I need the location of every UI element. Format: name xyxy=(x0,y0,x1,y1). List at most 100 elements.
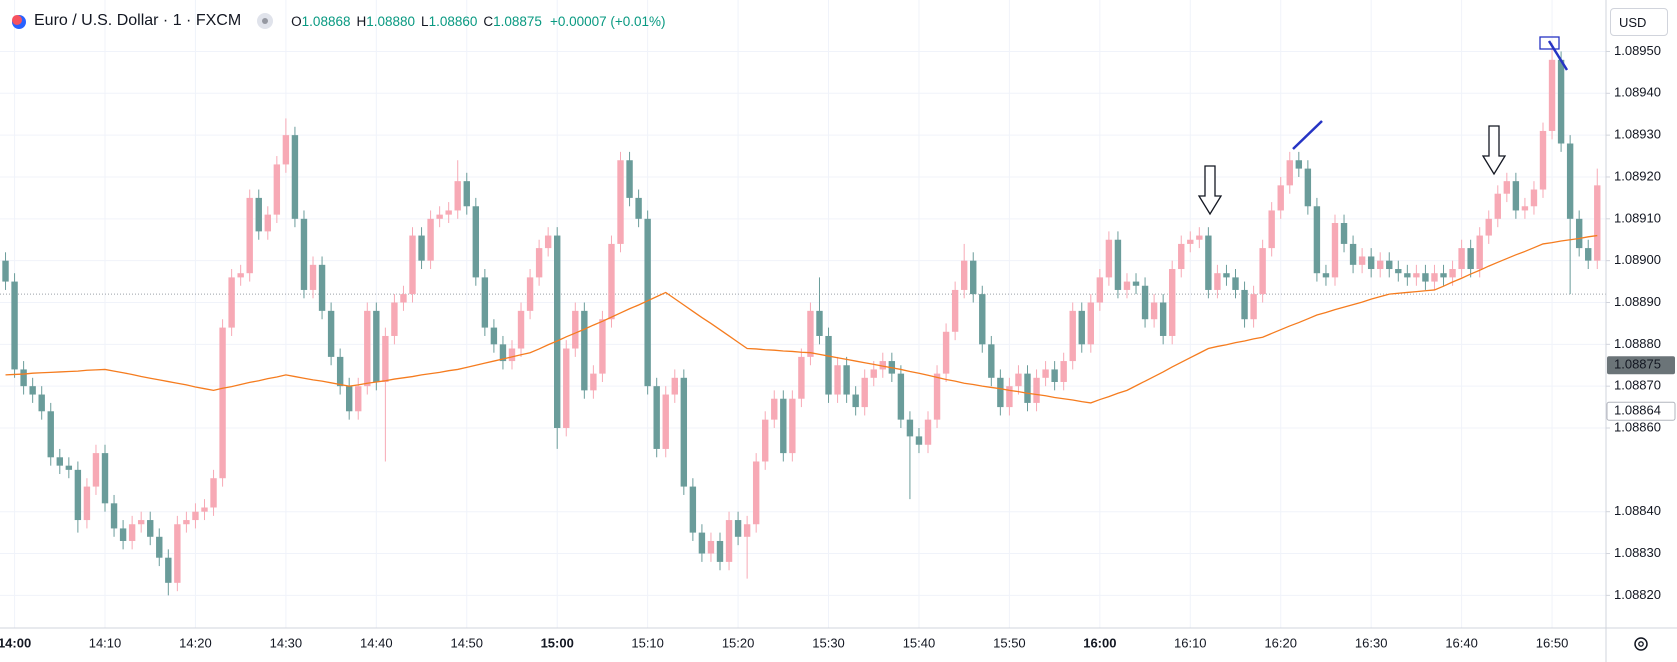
ohlc-value: 1.08875 xyxy=(493,13,542,29)
candle-body xyxy=(255,197,262,232)
candle-body xyxy=(1096,277,1104,303)
candle-body xyxy=(436,214,443,219)
candle-body xyxy=(1015,373,1022,387)
candle-body xyxy=(165,557,172,583)
candle-body xyxy=(789,398,796,454)
y-tick-label: 1.08930 xyxy=(1614,127,1661,142)
candle-body xyxy=(1123,281,1131,290)
candle-body xyxy=(554,235,561,429)
candle-body xyxy=(364,310,371,387)
candle-body xyxy=(499,344,507,362)
plot xyxy=(2,43,1601,596)
candle-body xyxy=(309,264,317,290)
x-tick-label: 16:20 xyxy=(1264,635,1297,650)
candle-body xyxy=(517,310,525,349)
candle-body xyxy=(237,273,244,278)
x-tick-label: 15:00 xyxy=(541,635,574,650)
candle-body xyxy=(400,294,407,303)
gear-center[interactable] xyxy=(1638,641,1644,647)
candle-body xyxy=(183,520,190,525)
x-tick-label: 16:10 xyxy=(1174,635,1207,650)
candle-body xyxy=(1042,369,1049,378)
candle-body xyxy=(1449,269,1456,278)
candle-body xyxy=(1413,273,1420,278)
candle-body xyxy=(1566,143,1574,219)
candle-body xyxy=(834,365,841,395)
candle-body xyxy=(544,235,552,249)
candle-body xyxy=(83,486,91,521)
change: +0.00007 (+0.01%) xyxy=(549,13,666,29)
x-tick-label: 14:00 xyxy=(0,635,31,650)
candle-body xyxy=(427,218,434,261)
candle-body xyxy=(1386,260,1393,270)
settings-icon[interactable] xyxy=(1634,637,1648,651)
candle-body xyxy=(137,520,145,525)
candle-body xyxy=(915,436,923,445)
candle-body xyxy=(1431,273,1438,282)
candle-body xyxy=(1060,361,1067,382)
candle-body xyxy=(734,520,742,537)
legend-header: Euro / U.S. Dollar · 1 · FXCM O1.08868 H1… xyxy=(10,9,666,33)
candle-body xyxy=(1168,269,1176,336)
candle-body xyxy=(816,310,823,336)
trend-line xyxy=(1547,40,1569,71)
x-tick-label: 16:50 xyxy=(1536,635,1569,650)
candle-body xyxy=(1105,239,1113,278)
candle-body xyxy=(382,335,389,382)
candle-body xyxy=(2,260,9,282)
gear-ring[interactable] xyxy=(1634,637,1648,651)
candle-body xyxy=(1006,386,1013,408)
candle-body xyxy=(680,377,688,487)
ohlc-value: 1.08868 xyxy=(301,13,351,29)
price-label-box xyxy=(1606,401,1676,421)
candle-body xyxy=(1196,235,1203,240)
candle-body xyxy=(997,377,1004,408)
currency-button[interactable]: USD xyxy=(1610,8,1668,36)
candle-body xyxy=(1069,310,1076,362)
candle-body xyxy=(1232,277,1239,290)
candle-body xyxy=(147,520,154,537)
candle-body xyxy=(599,319,606,374)
candle-body xyxy=(870,369,877,378)
y-tick-label: 1.08870 xyxy=(1614,378,1661,393)
candle-body xyxy=(780,398,787,454)
candle-body xyxy=(852,394,859,408)
candle-body xyxy=(689,486,697,533)
candle-body xyxy=(988,344,995,378)
candle-body xyxy=(897,373,905,420)
drawings xyxy=(1197,36,1569,216)
candle-body xyxy=(1087,302,1095,345)
candle-body xyxy=(581,310,588,391)
candle-body xyxy=(1205,235,1212,290)
x-tick-label: 16:00 xyxy=(1083,635,1116,650)
candle-body xyxy=(454,181,461,211)
candle-body xyxy=(1259,248,1266,295)
candle-body xyxy=(879,361,886,370)
candle-body xyxy=(355,386,362,412)
symbol-title[interactable]: Euro / U.S. Dollar · 1 · FXCM xyxy=(34,12,242,29)
candle-body xyxy=(228,277,235,328)
candle-body xyxy=(128,524,136,541)
candle-body xyxy=(698,532,706,554)
candle-body xyxy=(110,503,118,529)
candle-body xyxy=(1187,239,1194,244)
candle-body xyxy=(1467,248,1474,270)
candle-body xyxy=(1033,377,1040,403)
candle-body xyxy=(291,135,299,219)
candle-body xyxy=(472,206,480,278)
candle-body xyxy=(56,457,63,466)
ohlc-value: 1.08880 xyxy=(366,13,416,29)
ohlc-value: 1.08860 xyxy=(428,13,478,29)
candle-body xyxy=(1349,243,1357,265)
candle-body xyxy=(951,289,959,332)
candle-body xyxy=(1585,248,1592,261)
candle-body xyxy=(345,386,353,412)
candle-body xyxy=(1503,181,1511,194)
candle-body xyxy=(924,419,932,445)
candle-body xyxy=(653,386,660,449)
candle-body xyxy=(626,160,633,198)
candle-body xyxy=(526,277,534,311)
candle-body xyxy=(671,377,678,395)
candle-body xyxy=(1078,310,1085,345)
